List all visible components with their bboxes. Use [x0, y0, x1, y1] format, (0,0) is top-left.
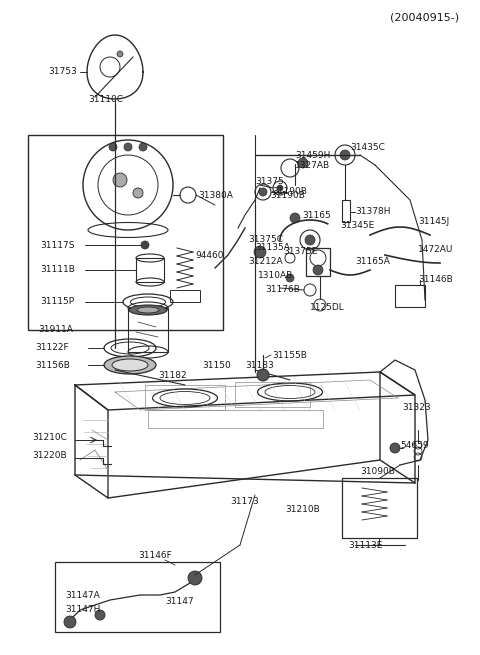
Text: 31111B: 31111B	[40, 265, 75, 274]
Circle shape	[133, 188, 143, 198]
Text: 31115P: 31115P	[40, 297, 74, 307]
Circle shape	[64, 616, 76, 628]
Circle shape	[117, 51, 123, 57]
Bar	[170, 290, 200, 302]
Bar	[235, 382, 310, 407]
Circle shape	[139, 143, 147, 151]
Ellipse shape	[112, 359, 148, 371]
Circle shape	[141, 241, 149, 249]
Text: 31375E: 31375E	[283, 248, 317, 257]
Circle shape	[298, 158, 308, 168]
Text: 31210C: 31210C	[32, 432, 67, 441]
Text: 31375C: 31375C	[248, 236, 283, 244]
Text: 31110C: 31110C	[88, 96, 123, 105]
Text: 31155B: 31155B	[272, 350, 307, 360]
Bar	[148, 410, 323, 428]
Text: 1125DL: 1125DL	[310, 303, 345, 312]
Circle shape	[124, 143, 132, 151]
Text: 31147A: 31147A	[65, 591, 100, 599]
Bar	[145, 385, 225, 410]
Text: 54659: 54659	[400, 441, 429, 449]
Text: 31190B: 31190B	[272, 187, 307, 196]
Circle shape	[113, 173, 127, 187]
Bar	[342, 200, 350, 222]
Text: 31753: 31753	[48, 67, 77, 77]
Text: 31182: 31182	[158, 371, 187, 379]
Ellipse shape	[104, 356, 156, 374]
Text: 1472AU: 1472AU	[418, 246, 454, 255]
Text: 31090B: 31090B	[360, 468, 395, 476]
Text: 31146B: 31146B	[418, 276, 453, 284]
Text: 31122F: 31122F	[35, 343, 69, 352]
Circle shape	[254, 246, 266, 258]
Bar	[128, 308, 168, 352]
Ellipse shape	[129, 305, 167, 315]
Bar	[342, 478, 417, 538]
Text: 31911A: 31911A	[38, 326, 73, 335]
Text: 31165: 31165	[302, 210, 331, 219]
Text: 31173: 31173	[230, 498, 259, 506]
Text: 31435C: 31435C	[350, 143, 385, 153]
Text: 31113E: 31113E	[348, 540, 383, 550]
Circle shape	[286, 274, 294, 282]
Text: 31183: 31183	[245, 360, 274, 369]
Text: 31150: 31150	[202, 360, 231, 369]
Text: 31378H: 31378H	[355, 208, 391, 217]
Circle shape	[305, 235, 315, 245]
Circle shape	[257, 369, 269, 381]
Circle shape	[188, 571, 202, 585]
Circle shape	[277, 185, 283, 191]
Bar	[136, 258, 164, 282]
Ellipse shape	[137, 307, 159, 313]
Circle shape	[340, 150, 350, 160]
Circle shape	[313, 265, 323, 275]
Circle shape	[95, 610, 105, 620]
Bar	[395, 285, 425, 307]
Text: 1310AB: 1310AB	[258, 271, 293, 280]
Text: 31323: 31323	[402, 403, 431, 413]
Text: 31345E: 31345E	[340, 221, 374, 229]
Text: 31165A: 31165A	[355, 257, 390, 267]
Text: 31135A: 31135A	[255, 244, 290, 252]
Text: 31210B: 31210B	[285, 506, 320, 514]
Text: 31176B: 31176B	[265, 286, 300, 295]
Circle shape	[259, 188, 267, 196]
Text: 31145J: 31145J	[418, 217, 449, 227]
Text: (20040915-): (20040915-)	[390, 13, 459, 23]
Bar	[55, 562, 220, 632]
Text: 31190B: 31190B	[270, 191, 305, 200]
Text: 31147: 31147	[165, 597, 193, 607]
Bar	[306, 248, 330, 276]
Text: 94460: 94460	[195, 250, 224, 259]
Text: 1327AB: 1327AB	[295, 160, 330, 170]
Text: 31220B: 31220B	[32, 451, 67, 460]
Text: 31147H: 31147H	[65, 605, 100, 614]
Circle shape	[390, 443, 400, 453]
Text: 31212A: 31212A	[248, 257, 283, 267]
Text: 31156B: 31156B	[35, 360, 70, 369]
Text: 31146F: 31146F	[138, 550, 172, 559]
Text: 31380A: 31380A	[198, 191, 233, 200]
Bar	[28, 135, 223, 330]
Text: 31375: 31375	[255, 178, 284, 187]
Circle shape	[109, 143, 117, 151]
Text: 31117S: 31117S	[40, 240, 74, 250]
Circle shape	[290, 213, 300, 223]
Text: 31459H: 31459H	[295, 151, 330, 160]
